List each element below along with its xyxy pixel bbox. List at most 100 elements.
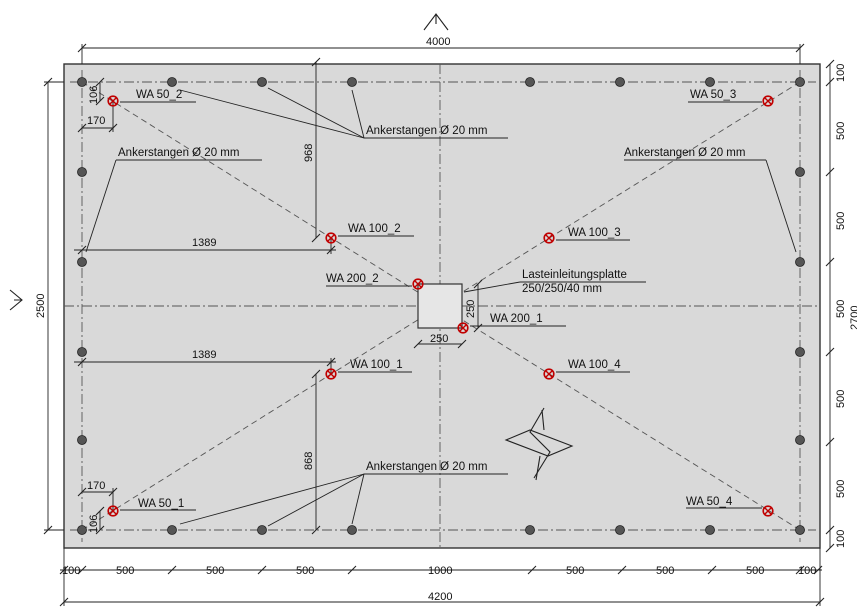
sensor-label-wa50-1: WA 50_1 xyxy=(138,498,184,510)
sensor-label-wa100-2: WA 100_2 xyxy=(348,223,401,235)
anchor-rod xyxy=(795,257,805,267)
dim-vertical-968: 968 xyxy=(303,144,315,162)
sensor-wa50-1: WA 50_1 xyxy=(107,498,184,517)
sensor-wa100-2: WA 100_2 xyxy=(325,223,401,244)
anchor-rod xyxy=(77,525,87,535)
sensor-wa200-2: WA 200_2 xyxy=(326,273,424,290)
sensor-wa100-1: WA 100_1 xyxy=(325,359,403,380)
anchor-rod xyxy=(347,77,357,87)
dimension-top: 4000 xyxy=(77,36,805,64)
anchor-rod xyxy=(795,525,805,535)
anchor-rod xyxy=(347,525,357,535)
anchor-rod xyxy=(795,167,805,177)
dimension-bottom-segments: 100 500 500 500 1000 500 500 500 100 xyxy=(59,565,823,577)
anchor-rod xyxy=(615,525,625,535)
dim-right-seg-3: 500 xyxy=(835,212,847,230)
label-load-plate-title: Lasteinleitungsplatte xyxy=(522,269,627,281)
dimension-left: 2500 xyxy=(35,77,64,535)
dim-vertical-bottom: 868 xyxy=(303,369,321,535)
dim-horizontal-lower: 1389 xyxy=(74,349,336,374)
dim-bottom-seg-4: 500 xyxy=(296,565,314,577)
anchor-rod xyxy=(77,347,87,357)
dim-bottom-seg-2: 500 xyxy=(116,565,134,577)
offset-dims-top-left: 106 170 xyxy=(77,77,118,133)
sensor-wa50-4: WA 50_4 xyxy=(686,496,774,517)
dim-vertical-868: 868 xyxy=(303,452,315,470)
dim-right-seg-2: 500 xyxy=(835,122,847,140)
reinforcement-direction-symbol xyxy=(504,407,574,481)
section-symbol-left xyxy=(9,289,23,311)
sensor-wa50-2: WA 50_2 xyxy=(107,89,182,107)
dim-right-seg-4: 500 xyxy=(835,300,847,318)
anchor-rod xyxy=(525,77,535,87)
sensor-leaders xyxy=(120,101,762,511)
anchor-rod xyxy=(795,435,805,445)
plate-dimensions: 250 250 xyxy=(413,279,483,349)
anchor-rod xyxy=(77,77,87,87)
dim-right-overall-partial: 2700 xyxy=(849,306,857,330)
sensor-label-wa200-2: WA 200_2 xyxy=(326,273,379,285)
dim-bottom-seg-5: 1000 xyxy=(428,565,452,577)
dim-offset-bottom-left-v: 106 xyxy=(88,515,100,533)
sensor-label-wa100-1: WA 100_1 xyxy=(350,359,403,371)
sensor-wa100-3: WA 100_3 xyxy=(543,227,621,244)
dim-bottom-seg-8: 500 xyxy=(746,565,764,577)
dim-horizontal-1389-lower: 1389 xyxy=(192,349,216,361)
anchor-rod xyxy=(705,77,715,87)
dimension-right-segments: 100 500 500 500 500 500 100 2700 xyxy=(825,59,857,553)
anchor-rod xyxy=(167,525,177,535)
anchor-rod xyxy=(615,77,625,87)
label-anchor-top-center: Ankerstangen Ø 20 mm xyxy=(366,125,487,137)
anchor-leaders xyxy=(85,87,797,527)
anchor-rod xyxy=(257,525,267,535)
sensor-label-wa100-4: WA 100_4 xyxy=(568,359,621,371)
dim-plate-width: 250 xyxy=(430,333,448,345)
load-introduction-plate xyxy=(417,283,463,329)
dim-top-overall: 4000 xyxy=(426,36,450,48)
sensor-label-wa100-3: WA 100_3 xyxy=(568,227,621,239)
dim-horizontal-upper: 1389 xyxy=(74,237,336,255)
sensor-label-wa50-2: WA 50_2 xyxy=(136,89,182,101)
dim-plate-height: 250 xyxy=(465,300,477,318)
anchor-rods xyxy=(77,77,805,535)
section-symbol-top xyxy=(423,13,449,31)
sensor-label-wa50-4: WA 50_4 xyxy=(686,496,733,508)
diagonal-lines xyxy=(81,81,801,531)
dim-right-seg-1: 100 xyxy=(835,64,847,82)
dim-offset-bottom-left-h: 170 xyxy=(87,480,105,492)
offset-dims-bottom-left: 106 170 xyxy=(77,480,118,535)
anchor-rod xyxy=(795,77,805,87)
sensor-label-wa200-1: WA 200_1 xyxy=(490,313,543,325)
dim-bottom-seg-7: 500 xyxy=(656,565,674,577)
label-load-plate-size: 250/250/40 mm xyxy=(522,283,602,295)
dim-right-seg-7: 100 xyxy=(835,530,847,548)
dim-left-overall: 2500 xyxy=(35,294,47,318)
anchor-rod xyxy=(525,525,535,535)
dim-bottom-overall: 4200 xyxy=(428,591,452,603)
anchor-rod xyxy=(77,257,87,267)
dim-right-seg-5: 500 xyxy=(835,390,847,408)
anchor-rod xyxy=(77,167,87,177)
dim-right-seg-6: 500 xyxy=(835,480,847,498)
anchor-rod xyxy=(257,77,267,87)
dimension-bottom-overall: 4200 xyxy=(59,548,825,607)
dim-bottom-seg-3: 500 xyxy=(206,565,224,577)
sensor-label-wa50-3: WA 50_3 xyxy=(690,89,736,101)
dim-horizontal-1389-upper: 1389 xyxy=(192,237,216,249)
label-anchor-left: Ankerstangen Ø 20 mm xyxy=(118,147,239,159)
dim-bottom-seg-1: 100 xyxy=(62,565,80,577)
sensor-wa50-3: WA 50_3 xyxy=(690,89,774,107)
dim-offset-top-left-h: 170 xyxy=(87,115,105,127)
label-anchor-right: Ankerstangen Ø 20 mm xyxy=(624,147,745,159)
sensor-wa100-4: WA 100_4 xyxy=(543,359,621,380)
dim-bottom-seg-9: 100 xyxy=(798,565,816,577)
anchor-rod xyxy=(795,347,805,357)
dim-bottom-seg-6: 500 xyxy=(566,565,584,577)
dim-vertical-top: 968 xyxy=(303,57,321,243)
anchor-rod xyxy=(705,525,715,535)
anchor-rod xyxy=(77,435,87,445)
anchor-rod xyxy=(167,77,177,87)
dim-offset-top-left-v: 106 xyxy=(88,86,100,104)
label-anchor-bottom-center: Ankerstangen Ø 20 mm xyxy=(366,461,487,473)
sensor-wa200-1: WA 200_1 xyxy=(457,313,543,334)
